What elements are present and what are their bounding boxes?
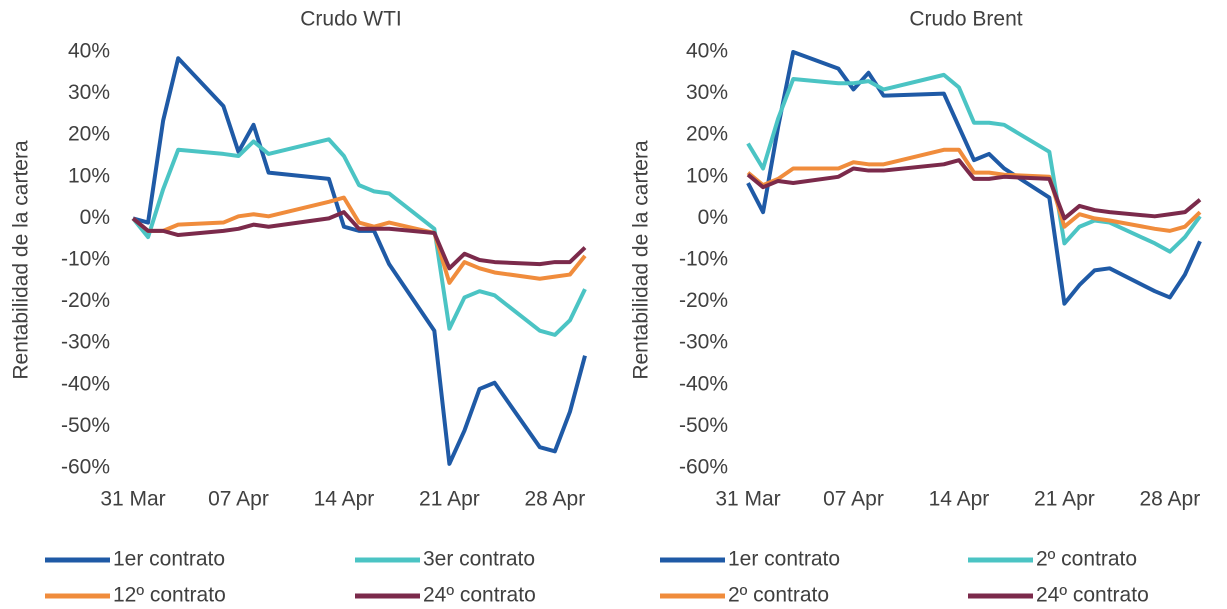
x-tick-label: 21 Apr <box>419 488 480 511</box>
x-tick-label: 31 Mar <box>715 488 780 511</box>
chart-title: Crudo WTI <box>300 8 402 31</box>
y-tick-label: 10% <box>68 164 110 187</box>
y-tick-label: -10% <box>61 248 110 271</box>
y-tick-label: 0% <box>698 206 728 229</box>
y-axis-label: Rentabilidad de la cartera <box>10 140 33 380</box>
y-tick-label: 30% <box>68 81 110 104</box>
x-tick-label: 21 Apr <box>1034 488 1095 511</box>
series-line <box>132 56 587 466</box>
legend-label: 24º contrato <box>1036 584 1149 607</box>
series-line <box>746 158 1202 221</box>
y-tick-label: -40% <box>61 372 110 395</box>
y-tick-label: -60% <box>679 456 728 479</box>
y-tick-label: 40% <box>68 40 110 63</box>
legend-label: 1er contrato <box>728 548 840 571</box>
legend-label: 2º contrato <box>1036 548 1137 571</box>
y-tick-label: 20% <box>68 123 110 146</box>
y-tick-label: -50% <box>61 414 110 437</box>
y-tick-label: -10% <box>679 248 728 271</box>
series-line <box>131 195 587 285</box>
y-tick-label: -50% <box>679 414 728 437</box>
x-tick-label: 14 Apr <box>314 488 375 511</box>
chart-title: Crudo Brent <box>909 8 1022 31</box>
x-tick-label: 07 Apr <box>208 488 269 511</box>
series-line <box>131 137 587 337</box>
x-tick-label: 28 Apr <box>525 488 586 511</box>
legend-label: 12º contrato <box>113 584 226 607</box>
y-tick-label: -20% <box>61 289 110 312</box>
x-tick-label: 31 Mar <box>100 488 165 511</box>
x-tick-label: 28 Apr <box>1140 488 1201 511</box>
legend-label: 2º contrato <box>728 584 829 607</box>
y-tick-label: -40% <box>679 372 728 395</box>
y-tick-label: 0% <box>80 206 110 229</box>
legend-label: 3er contrato <box>423 548 535 571</box>
y-tick-label: 20% <box>686 123 728 146</box>
series-line <box>746 147 1202 233</box>
y-tick-label: -20% <box>679 289 728 312</box>
y-tick-label: -30% <box>61 331 110 354</box>
x-tick-label: 07 Apr <box>823 488 884 511</box>
y-tick-label: 30% <box>686 81 728 104</box>
x-tick-label: 14 Apr <box>929 488 990 511</box>
y-tick-label: -60% <box>61 456 110 479</box>
series-line <box>746 50 1202 306</box>
y-tick-label: 40% <box>686 40 728 63</box>
series-line <box>746 72 1202 254</box>
y-tick-label: -30% <box>679 331 728 354</box>
y-axis-label: Rentabilidad de la cartera <box>630 140 653 380</box>
legend-label: 24º contrato <box>423 584 536 607</box>
y-tick-label: 10% <box>686 164 728 187</box>
legend-label: 1er contrato <box>113 548 225 571</box>
series-line <box>131 210 587 271</box>
